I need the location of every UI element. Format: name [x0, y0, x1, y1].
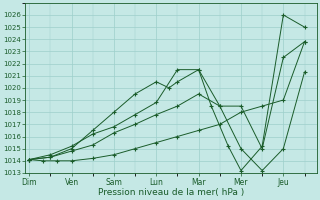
X-axis label: Pression niveau de la mer( hPa ): Pression niveau de la mer( hPa ) — [98, 188, 244, 197]
